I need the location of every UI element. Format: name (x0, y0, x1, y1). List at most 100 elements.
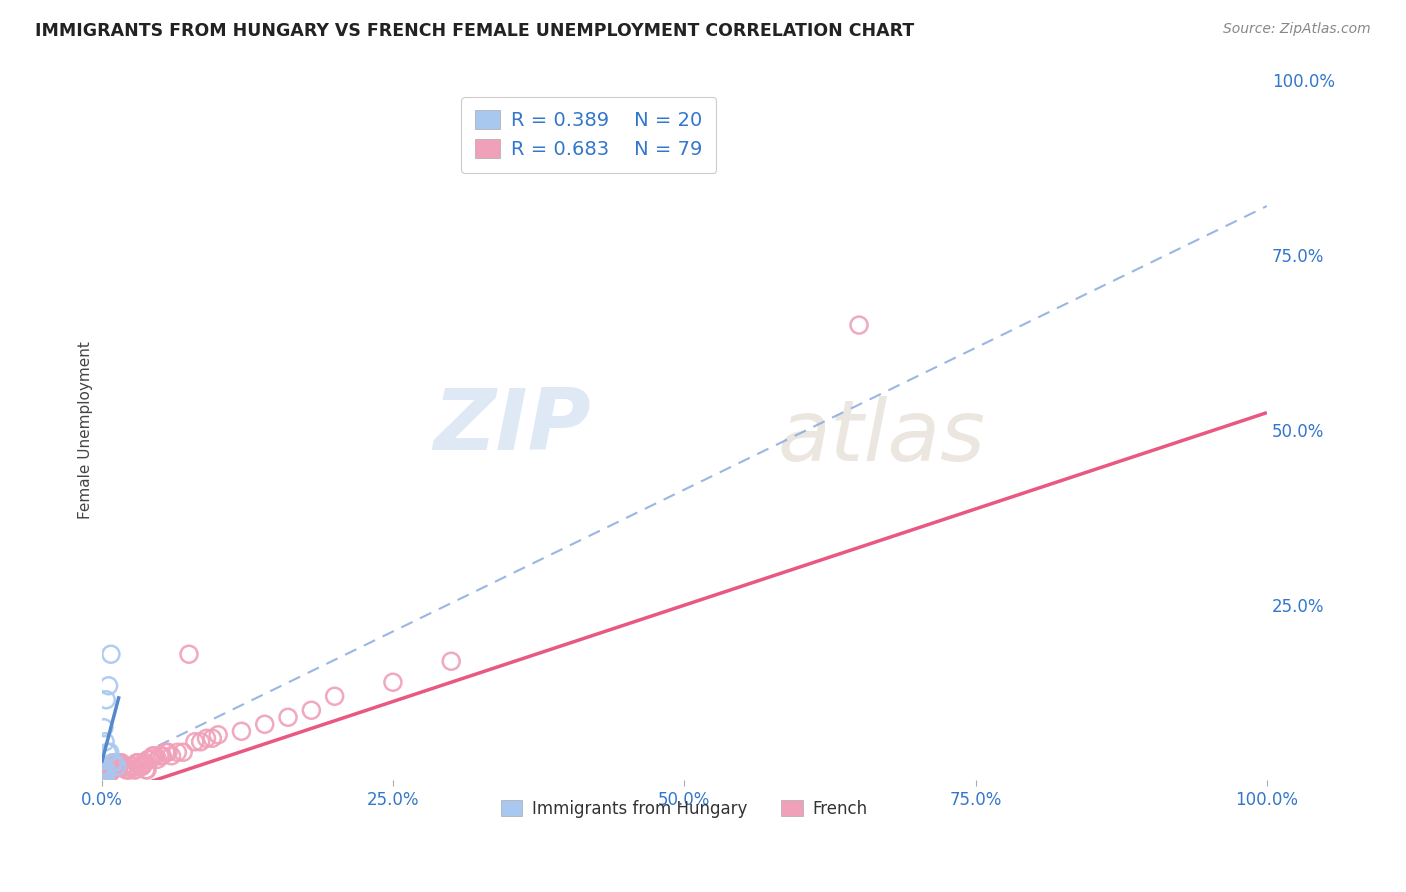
Point (101, 763, 124, 777)
Point (105, 759, 128, 773)
Point (143, 748, 166, 763)
Point (93, 766, 115, 780)
Point (93, 721, 115, 735)
Point (160, 748, 183, 763)
Point (139, 752, 162, 766)
Text: IMMIGRANTS FROM HUNGARY VS FRENCH FEMALE UNEMPLOYMENT CORRELATION CHART: IMMIGRANTS FROM HUNGARY VS FRENCH FEMALE… (35, 22, 914, 40)
Point (381, 675, 404, 690)
Point (103, 759, 125, 773)
Text: Source: ZipAtlas.com: Source: ZipAtlas.com (1223, 22, 1371, 37)
Text: ZIP: ZIP (433, 385, 591, 468)
Point (149, 748, 172, 763)
Point (93, 766, 115, 780)
Point (94, 770, 117, 784)
Point (142, 748, 165, 763)
Point (94, 766, 117, 780)
Point (129, 759, 152, 773)
Point (299, 703, 322, 717)
Point (190, 735, 212, 749)
Point (96, 763, 118, 777)
Point (91, 780, 114, 795)
Point (98, 745, 121, 759)
Point (94, 777, 117, 791)
Point (110, 756, 132, 770)
Point (848, 318, 870, 332)
Point (150, 748, 173, 763)
Point (129, 759, 152, 773)
Point (103, 759, 125, 773)
Point (128, 756, 150, 770)
Point (157, 745, 180, 759)
Point (155, 745, 177, 759)
Point (440, 654, 463, 668)
Point (117, 763, 139, 777)
Point (172, 745, 194, 759)
Point (166, 745, 188, 759)
Point (146, 752, 169, 766)
Point (323, 690, 346, 704)
Point (91, 766, 114, 780)
Point (91, 770, 114, 784)
Point (134, 756, 156, 770)
Point (107, 756, 129, 770)
Point (122, 759, 145, 773)
Point (108, 756, 131, 770)
Point (96, 766, 118, 780)
Point (98, 766, 121, 780)
Point (127, 756, 149, 770)
Point (118, 763, 141, 777)
Point (98, 763, 121, 777)
Point (94, 770, 117, 784)
Point (177, 647, 200, 661)
Point (104, 756, 127, 770)
Point (101, 756, 124, 770)
Point (125, 756, 148, 770)
Point (96, 763, 118, 777)
Point (93, 770, 115, 784)
Point (277, 710, 299, 724)
Point (101, 759, 124, 773)
Point (253, 717, 276, 731)
Point (103, 763, 125, 777)
Point (184, 735, 207, 749)
Point (100, 759, 122, 773)
Point (231, 724, 253, 739)
Point (195, 731, 218, 746)
Point (97, 766, 120, 780)
Point (122, 763, 145, 777)
Point (103, 756, 125, 770)
Point (131, 759, 153, 773)
Point (104, 759, 127, 773)
Point (91, 759, 114, 773)
Y-axis label: Female Unemployment: Female Unemployment (79, 342, 93, 519)
Point (136, 763, 159, 777)
Point (114, 759, 136, 773)
Point (91, 766, 114, 780)
Point (96, 766, 118, 780)
Point (121, 759, 143, 773)
Point (201, 731, 224, 746)
Point (135, 763, 157, 777)
Point (115, 763, 138, 777)
Point (96, 770, 118, 784)
Point (96, 692, 118, 706)
Text: atlas: atlas (778, 396, 986, 479)
Point (132, 756, 155, 770)
Point (94, 735, 117, 749)
Point (96, 745, 118, 759)
Point (103, 756, 125, 770)
Point (124, 763, 146, 777)
Point (112, 759, 135, 773)
Point (105, 759, 128, 773)
Point (136, 752, 159, 766)
Legend: Immigrants from Hungary, French: Immigrants from Hungary, French (494, 793, 875, 824)
Point (100, 763, 122, 777)
Point (110, 756, 132, 770)
Point (91, 770, 114, 784)
Point (120, 759, 142, 773)
Point (97, 679, 120, 693)
Point (100, 647, 122, 661)
Point (93, 770, 115, 784)
Point (111, 759, 134, 773)
Point (97, 763, 120, 777)
